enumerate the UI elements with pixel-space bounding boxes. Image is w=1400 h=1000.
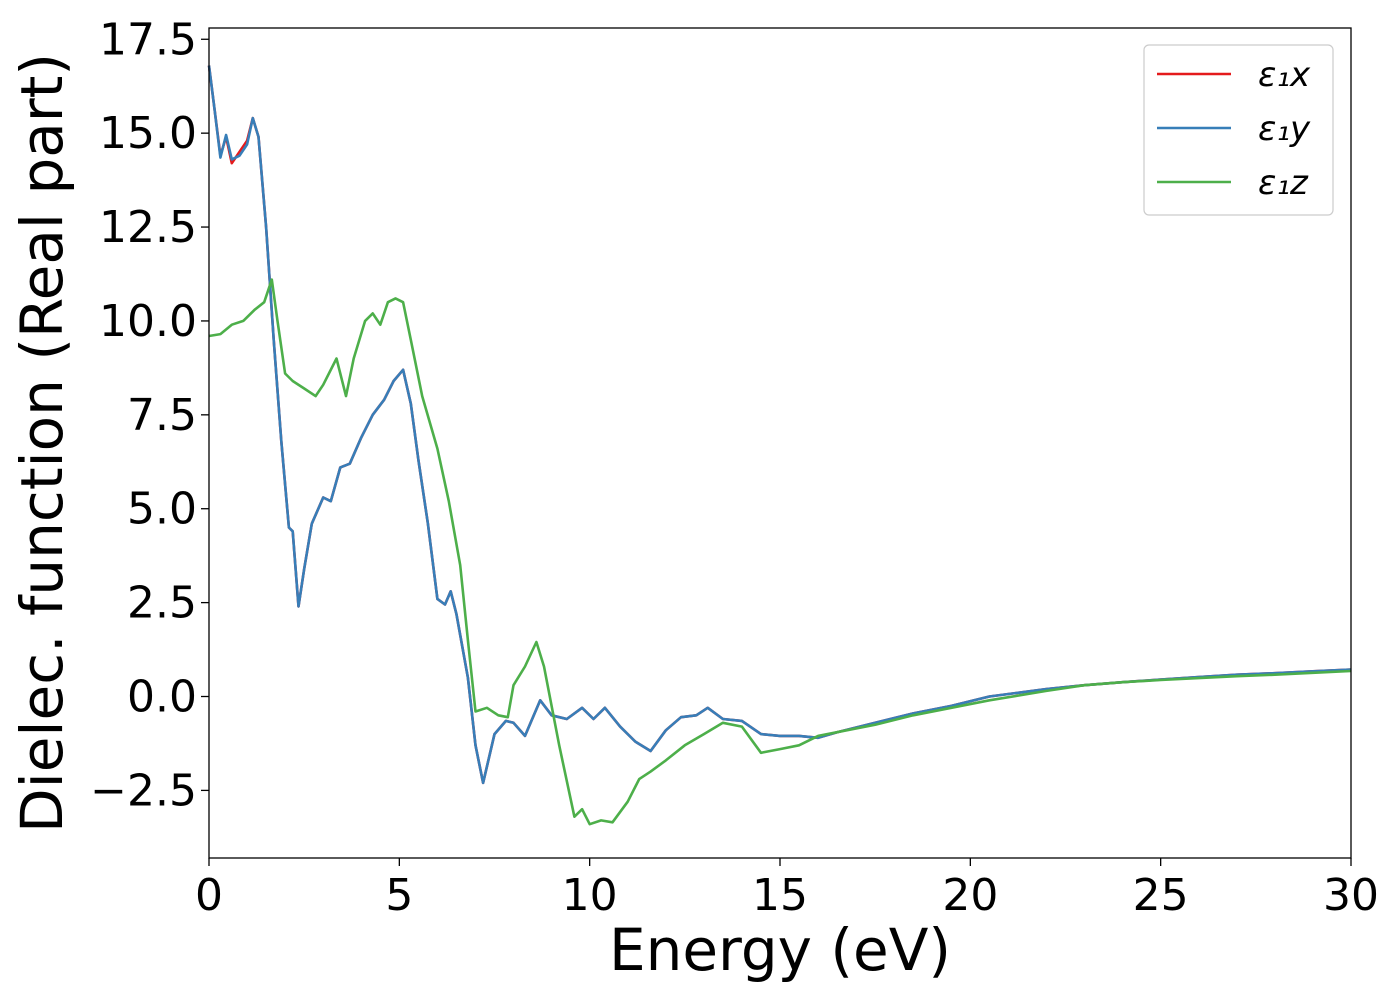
y-tick-label: 12.5: [99, 202, 197, 253]
x-tick-label: 30: [1323, 870, 1379, 921]
y-tick-label: 0.0: [127, 672, 197, 723]
series-layer: [207, 65, 1352, 826]
x-tick-label: 15: [752, 870, 808, 921]
x-axis-title: Energy (eV): [609, 916, 951, 984]
legend: ε₁x ε₁y ε₁z: [1143, 44, 1334, 216]
y-tick-label: 15.0: [99, 108, 197, 159]
x-tick-label: 10: [562, 870, 618, 921]
y-tick-label: −2.5: [90, 765, 197, 816]
y-tick-label: 2.5: [127, 578, 197, 629]
x-tick-label: 5: [385, 870, 413, 921]
y-tick-label: 7.5: [127, 390, 197, 441]
legend-label-3: ε₁z: [1258, 163, 1309, 203]
y-tick-label: 10.0: [99, 296, 197, 347]
legend-box: [1143, 44, 1334, 216]
series-line-2: [207, 65, 1352, 785]
legend-items: ε₁x ε₁y ε₁z: [1157, 55, 1311, 203]
series-line-3: [208, 278, 1352, 826]
x-tick-label: 0: [195, 870, 223, 921]
legend-label-2: ε₁y: [1258, 109, 1311, 149]
y-axis-ticks: −2.5 0.0 2.5 5.0 7.5 10.0 12.5 15.0 17.5: [90, 14, 209, 816]
y-tick-label: 17.5: [99, 14, 197, 65]
x-tick-label: 25: [1133, 870, 1189, 921]
y-tick-label: 5.0: [127, 484, 197, 535]
x-axis-ticks: 0 5 10 15 20 25 30: [195, 858, 1379, 921]
legend-label-1: ε₁x: [1258, 55, 1311, 95]
y-axis-title: Dielec. function (Real part): [8, 53, 76, 833]
x-tick-label: 20: [942, 870, 998, 921]
